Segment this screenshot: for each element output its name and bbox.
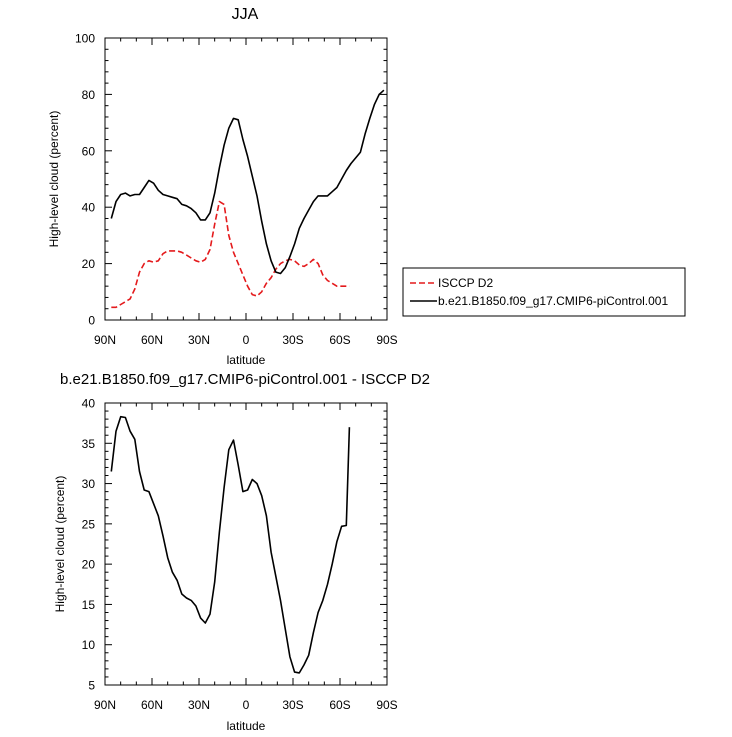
y-tick-label: 40 <box>82 397 96 411</box>
x-tick-label: 90N <box>94 333 116 347</box>
y-tick-label: 15 <box>82 598 96 612</box>
legend: ISCCP D2 b.e21.B1850.f09_g17.CMIP6-piCon… <box>402 267 686 317</box>
legend-label-isccp: ISCCP D2 <box>438 276 493 290</box>
y-tick-label: 20 <box>82 558 96 572</box>
y-tick-label: 60 <box>82 144 96 158</box>
x-tick-label: 60S <box>329 333 350 347</box>
x-tick-label: 90S <box>376 333 397 347</box>
x-axis-label: latitude <box>227 719 266 733</box>
legend-frame <box>402 267 686 317</box>
chart-title: b.e21.B1850.f09_g17.CMIP6-piControl.001 … <box>60 371 430 388</box>
series-line-1 <box>110 415 351 674</box>
y-tick-label: 10 <box>82 638 96 652</box>
x-axis-label: latitude <box>227 353 266 367</box>
plot-frame <box>104 37 388 321</box>
y-tick-label: 0 <box>88 314 95 328</box>
x-tick-label: 30S <box>282 698 303 712</box>
y-tick-label: 5 <box>88 679 95 693</box>
top-chart: JJA 0 20 40 60 80 100 90N 60N 30N 0 30S 60S 90S Hig… <box>47 6 686 367</box>
x-tick-label: 30N <box>188 698 210 712</box>
chart-title: JJA <box>232 6 259 23</box>
x-axis: 90N 60N 30N 0 30S 60S 90S <box>94 403 398 712</box>
bottom-chart: b.e21.B1850.f09_g17.CMIP6-piControl.001 … <box>53 371 430 733</box>
y-tick-label: 40 <box>82 201 96 215</box>
series-line-2 <box>110 89 385 275</box>
y-axis: 0 20 40 60 80 100 <box>75 32 387 328</box>
y-axis-label: High-level cloud (percent) <box>47 111 61 248</box>
y-tick-label: 80 <box>82 88 96 102</box>
y-tick-label: 20 <box>82 257 96 271</box>
plot-area <box>110 415 351 674</box>
legend-label-model: b.e21.B1850.f09_g17.CMIP6-piControl.001 <box>438 294 668 308</box>
y-tick-label: 30 <box>82 477 96 491</box>
x-tick-label: 0 <box>243 698 250 712</box>
x-axis: 90N 60N 30N 0 30S 60S 90S <box>94 38 398 347</box>
y-tick-label: 25 <box>82 517 96 531</box>
x-tick-label: 30S <box>282 333 303 347</box>
y-axis-label: High-level cloud (percent) <box>53 476 67 613</box>
plot-frame <box>104 402 388 686</box>
series-line-1 <box>111 200 350 309</box>
y-tick-label: 35 <box>82 437 96 451</box>
x-tick-label: 30N <box>188 333 210 347</box>
y-axis: 5 10 15 20 25 30 35 40 <box>82 397 387 693</box>
x-tick-label: 60N <box>141 333 163 347</box>
x-tick-label: 90N <box>94 698 116 712</box>
x-tick-label: 60S <box>329 698 350 712</box>
y-tick-label: 100 <box>75 32 95 46</box>
plot-area <box>110 89 385 309</box>
x-tick-label: 90S <box>376 698 397 712</box>
x-tick-label: 60N <box>141 698 163 712</box>
x-tick-label: 0 <box>243 333 250 347</box>
